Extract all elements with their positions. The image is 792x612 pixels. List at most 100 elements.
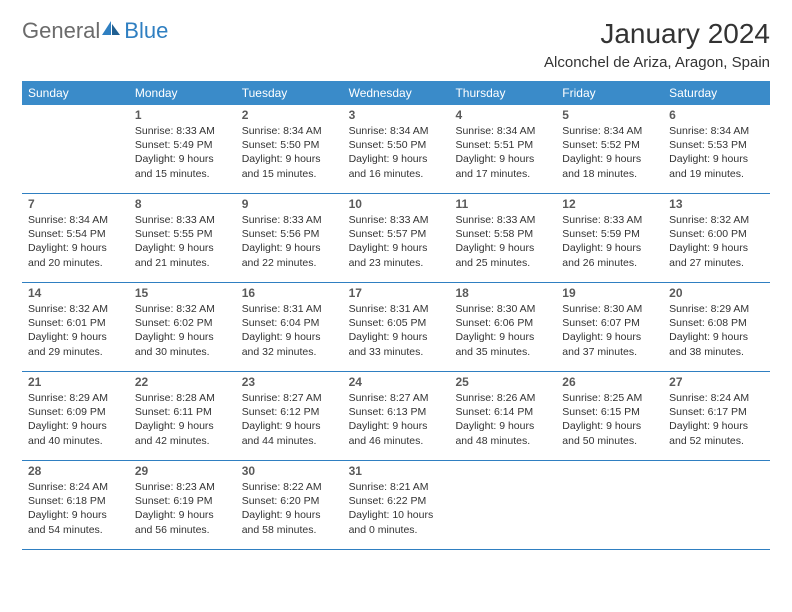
day-cell: 26Sunrise: 8:25 AMSunset: 6:15 PMDayligh… (556, 372, 663, 460)
day-info-line: Daylight: 9 hours and 19 minutes. (669, 152, 764, 180)
day-cell: 2Sunrise: 8:34 AMSunset: 5:50 PMDaylight… (236, 105, 343, 193)
day-info-line: Sunrise: 8:31 AM (242, 302, 337, 316)
day-number: 17 (349, 286, 444, 300)
brand-text-blue: Blue (124, 18, 168, 44)
day-number: 22 (135, 375, 230, 389)
day-number: 31 (349, 464, 444, 478)
day-cell (556, 461, 663, 549)
day-number: 6 (669, 108, 764, 122)
day-info-line: Sunset: 5:53 PM (669, 138, 764, 152)
day-info-line: Daylight: 9 hours and 56 minutes. (135, 508, 230, 536)
day-info-line: Sunset: 6:15 PM (562, 405, 657, 419)
day-info-line: Sunrise: 8:28 AM (135, 391, 230, 405)
day-info-line: Sunrise: 8:33 AM (455, 213, 550, 227)
day-info-line: Sunset: 6:18 PM (28, 494, 123, 508)
day-info-line: Daylight: 9 hours and 21 minutes. (135, 241, 230, 269)
day-info-line: Sunrise: 8:34 AM (669, 124, 764, 138)
day-cell: 3Sunrise: 8:34 AMSunset: 5:50 PMDaylight… (343, 105, 450, 193)
weekday-header: Thursday (449, 81, 556, 105)
weeks-container: 1Sunrise: 8:33 AMSunset: 5:49 PMDaylight… (22, 105, 770, 550)
day-number: 18 (455, 286, 550, 300)
day-cell: 14Sunrise: 8:32 AMSunset: 6:01 PMDayligh… (22, 283, 129, 371)
weekday-header: Monday (129, 81, 236, 105)
day-cell: 29Sunrise: 8:23 AMSunset: 6:19 PMDayligh… (129, 461, 236, 549)
weekday-header: Sunday (22, 81, 129, 105)
day-cell (22, 105, 129, 193)
day-info-line: Sunset: 5:50 PM (349, 138, 444, 152)
day-info-line: Daylight: 9 hours and 32 minutes. (242, 330, 337, 358)
day-info-line: Sunrise: 8:22 AM (242, 480, 337, 494)
day-info-line: Daylight: 9 hours and 20 minutes. (28, 241, 123, 269)
day-info-line: Daylight: 10 hours and 0 minutes. (349, 508, 444, 536)
day-info-line: Sunset: 6:07 PM (562, 316, 657, 330)
day-cell: 5 Sunrise: 8:34 AMSunset: 5:52 PMDaylight… (556, 105, 663, 193)
day-cell: 16Sunrise: 8:31 AMSunset: 6:04 PMDayligh… (236, 283, 343, 371)
day-info-line: Daylight: 9 hours and 25 minutes. (455, 241, 550, 269)
day-info-line: Daylight: 9 hours and 54 minutes. (28, 508, 123, 536)
day-number: 11 (455, 197, 550, 211)
title-block: January 2024 Alconchel de Ariza, Aragon,… (544, 18, 770, 71)
day-number: 20 (669, 286, 764, 300)
day-info-line: Sunset: 6:11 PM (135, 405, 230, 419)
day-info-line: Daylight: 9 hours and 27 minutes. (669, 241, 764, 269)
day-info-line: Sunset: 5:52 PM (562, 138, 657, 152)
day-info-line: Sunset: 6:02 PM (135, 316, 230, 330)
calendar-grid: Sunday Monday Tuesday Wednesday Thursday… (22, 81, 770, 550)
day-info-line: Sunrise: 8:27 AM (242, 391, 337, 405)
day-info-line: Sunrise: 8:34 AM (562, 124, 657, 138)
day-info-line: Sunrise: 8:27 AM (349, 391, 444, 405)
day-info-line: Daylight: 9 hours and 26 minutes. (562, 241, 657, 269)
day-info-line: Sunrise: 8:24 AM (669, 391, 764, 405)
day-info-line: Sunrise: 8:29 AM (28, 391, 123, 405)
day-info-line: Daylight: 9 hours and 18 minutes. (562, 152, 657, 180)
day-number: 26 (562, 375, 657, 389)
day-info-line: Sunset: 6:01 PM (28, 316, 123, 330)
day-number: 15 (135, 286, 230, 300)
day-info-line: Sunset: 6:13 PM (349, 405, 444, 419)
logo-sail-icon (100, 19, 122, 37)
day-info-line: Sunrise: 8:29 AM (669, 302, 764, 316)
day-cell: 23Sunrise: 8:27 AMSunset: 6:12 PMDayligh… (236, 372, 343, 460)
day-number: 7 (28, 197, 123, 211)
day-info-line: Daylight: 9 hours and 29 minutes. (28, 330, 123, 358)
day-cell: 7Sunrise: 8:34 AMSunset: 5:54 PMDaylight… (22, 194, 129, 282)
day-info-line: Sunrise: 8:34 AM (455, 124, 550, 138)
day-number: 29 (135, 464, 230, 478)
day-info-line: Sunrise: 8:34 AM (349, 124, 444, 138)
day-number: 4 (455, 108, 550, 122)
day-number: 12 (562, 197, 657, 211)
day-number: 16 (242, 286, 337, 300)
day-cell: 6 Sunrise: 8:34 AMSunset: 5:53 PMDaylight… (663, 105, 770, 193)
day-info-line: Sunset: 5:56 PM (242, 227, 337, 241)
day-cell: 9Sunrise: 8:33 AMSunset: 5:56 PMDaylight… (236, 194, 343, 282)
day-info-line: Sunset: 6:17 PM (669, 405, 764, 419)
day-number: 30 (242, 464, 337, 478)
day-number: 24 (349, 375, 444, 389)
day-number: 5 (562, 108, 657, 122)
day-info-line: Sunset: 6:19 PM (135, 494, 230, 508)
day-info-line: Sunrise: 8:33 AM (135, 213, 230, 227)
day-info-line: Sunrise: 8:24 AM (28, 480, 123, 494)
day-info-line: Daylight: 9 hours and 52 minutes. (669, 419, 764, 447)
day-info-line: Sunset: 6:05 PM (349, 316, 444, 330)
day-cell: 30Sunrise: 8:22 AMSunset: 6:20 PMDayligh… (236, 461, 343, 549)
day-info-line: Sunset: 6:22 PM (349, 494, 444, 508)
day-info-line: Sunset: 5:54 PM (28, 227, 123, 241)
location-subtitle: Alconchel de Ariza, Aragon, Spain (544, 54, 770, 71)
day-info-line: Daylight: 9 hours and 16 minutes. (349, 152, 444, 180)
day-info-line: Daylight: 9 hours and 46 minutes. (349, 419, 444, 447)
day-info-line: Sunrise: 8:32 AM (28, 302, 123, 316)
day-info-line: Sunrise: 8:21 AM (349, 480, 444, 494)
day-cell: 8Sunrise: 8:33 AMSunset: 5:55 PMDaylight… (129, 194, 236, 282)
day-info-line: Daylight: 9 hours and 23 minutes. (349, 241, 444, 269)
day-info-line: Sunrise: 8:33 AM (349, 213, 444, 227)
day-number: 23 (242, 375, 337, 389)
day-info-line: Sunset: 6:20 PM (242, 494, 337, 508)
day-info-line: Daylight: 9 hours and 38 minutes. (669, 330, 764, 358)
day-info-line: Daylight: 9 hours and 50 minutes. (562, 419, 657, 447)
brand-text-general: General (22, 18, 100, 44)
day-info-line: Sunset: 6:08 PM (669, 316, 764, 330)
day-info-line: Sunrise: 8:26 AM (455, 391, 550, 405)
week-row: 1Sunrise: 8:33 AMSunset: 5:49 PMDaylight… (22, 105, 770, 194)
day-info-line: Sunrise: 8:31 AM (349, 302, 444, 316)
